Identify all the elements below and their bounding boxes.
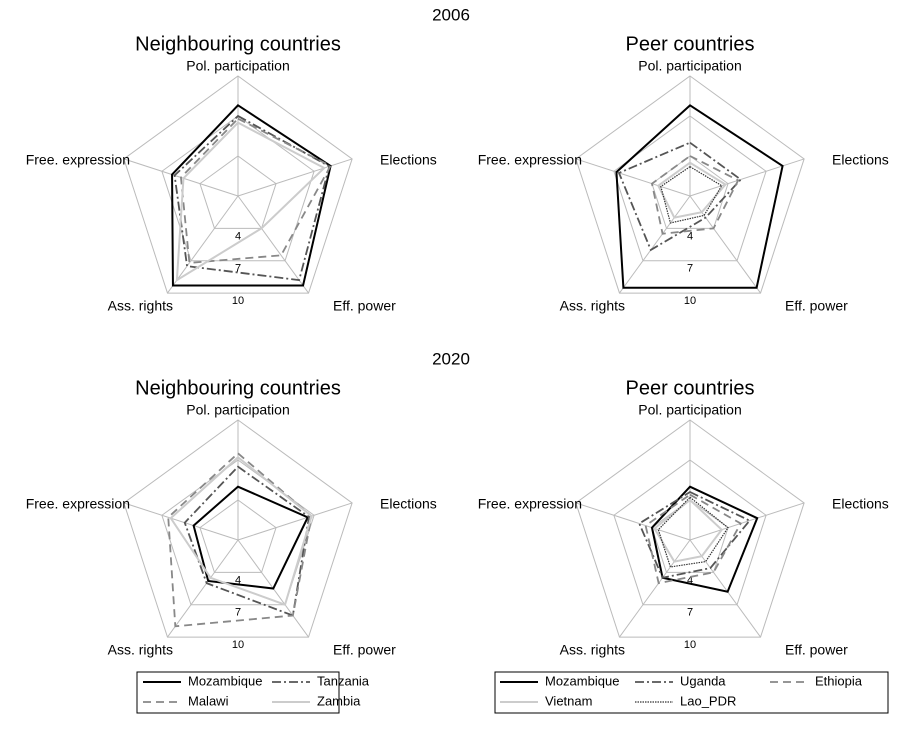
r-tick-label: 10 — [232, 639, 244, 651]
legend-box — [494, 671, 889, 714]
spoke — [619, 195, 691, 294]
legend-label: Ethiopia — [815, 673, 863, 688]
r-tick-label: 4 — [687, 574, 693, 586]
grid-ring — [575, 419, 805, 638]
axis-label: Free. expression — [478, 496, 582, 512]
grid-ring — [161, 459, 315, 606]
axis-label: Eff. power — [333, 298, 396, 314]
chart-title: Peer countries — [626, 33, 755, 55]
r-tick-label: 7 — [687, 263, 693, 275]
legend-label: Lao_PDR — [680, 693, 736, 708]
chart-title: Peer countries — [626, 377, 755, 399]
spoke — [575, 158, 691, 197]
axis-label: Elections — [832, 496, 889, 512]
series-line — [650, 154, 740, 235]
axis-label: Free. expression — [26, 152, 130, 168]
grid-ring — [123, 419, 353, 638]
grid-ring — [199, 499, 277, 573]
grid-ring — [613, 459, 767, 606]
series-line — [615, 104, 784, 289]
axis-label: Eff. power — [785, 298, 848, 314]
axis-label: Elections — [380, 496, 437, 512]
spoke — [619, 539, 691, 638]
legend-label: Zambia — [317, 693, 361, 708]
axis-label: Ass. rights — [108, 298, 173, 314]
r-tick-label: 4 — [687, 230, 693, 242]
axis-label: Pol. participation — [638, 402, 742, 418]
legend-label: Tanzania — [317, 673, 370, 688]
spoke — [689, 195, 761, 294]
legend-label: Mozambique — [188, 673, 262, 688]
series-line — [650, 485, 759, 593]
axis-label: Ass. rights — [108, 642, 173, 658]
legend-label: Mozambique — [545, 673, 619, 688]
spoke — [237, 195, 309, 294]
r-tick-label: 10 — [684, 639, 696, 651]
axis-label: Elections — [380, 152, 437, 168]
series-line — [179, 117, 332, 264]
grid-ring — [123, 75, 353, 294]
series-line — [169, 456, 313, 607]
series-line — [638, 490, 752, 579]
spoke — [575, 502, 691, 541]
spoke — [167, 195, 239, 294]
axis-label: Free. expression — [26, 496, 130, 512]
series-line — [171, 104, 332, 287]
r-tick-label: 10 — [232, 295, 244, 307]
r-tick-label: 7 — [235, 607, 241, 619]
series-line — [173, 114, 331, 282]
series-line — [644, 493, 742, 585]
legend-label: Uganda — [680, 673, 726, 688]
r-tick-label: 7 — [235, 263, 241, 275]
series-line — [183, 465, 310, 617]
axis-label: Pol. participation — [638, 58, 742, 74]
spoke — [689, 539, 761, 638]
grid-ring — [199, 155, 277, 229]
spoke — [237, 502, 353, 541]
r-tick-label: 4 — [235, 574, 241, 586]
series-line — [657, 496, 729, 568]
spoke — [689, 158, 805, 197]
spoke — [689, 502, 805, 541]
series-line — [653, 498, 724, 563]
spoke — [123, 502, 239, 541]
axis-label: Pol. participation — [186, 58, 290, 74]
r-tick-label: 10 — [684, 295, 696, 307]
spoke — [237, 158, 353, 197]
series-line — [617, 141, 743, 252]
series-line — [660, 165, 723, 224]
grid-ring — [651, 155, 729, 229]
axis-label: Pol. participation — [186, 402, 290, 418]
axis-label: Ass. rights — [560, 298, 625, 314]
series-line — [175, 121, 326, 282]
grid-ring — [161, 115, 315, 262]
axis-label: Eff. power — [785, 642, 848, 658]
legend-label: Vietnam — [545, 693, 592, 708]
series-line — [657, 161, 728, 219]
spoke — [167, 539, 239, 638]
axis-label: Eff. power — [333, 642, 396, 658]
series-line — [192, 485, 310, 590]
r-tick-label: 4 — [235, 230, 241, 242]
grid-ring — [575, 75, 805, 294]
axis-label: Elections — [832, 152, 889, 168]
r-tick-label: 7 — [687, 607, 693, 619]
legend-box — [136, 671, 340, 714]
legend-label: Malawi — [188, 693, 229, 708]
heading: 2006 — [432, 5, 470, 24]
chart-title: Neighbouring countries — [135, 33, 341, 55]
heading: 2020 — [432, 349, 470, 368]
chart-title: Neighbouring countries — [135, 377, 341, 399]
axis-label: Ass. rights — [560, 642, 625, 658]
axis-label: Free. expression — [478, 152, 582, 168]
